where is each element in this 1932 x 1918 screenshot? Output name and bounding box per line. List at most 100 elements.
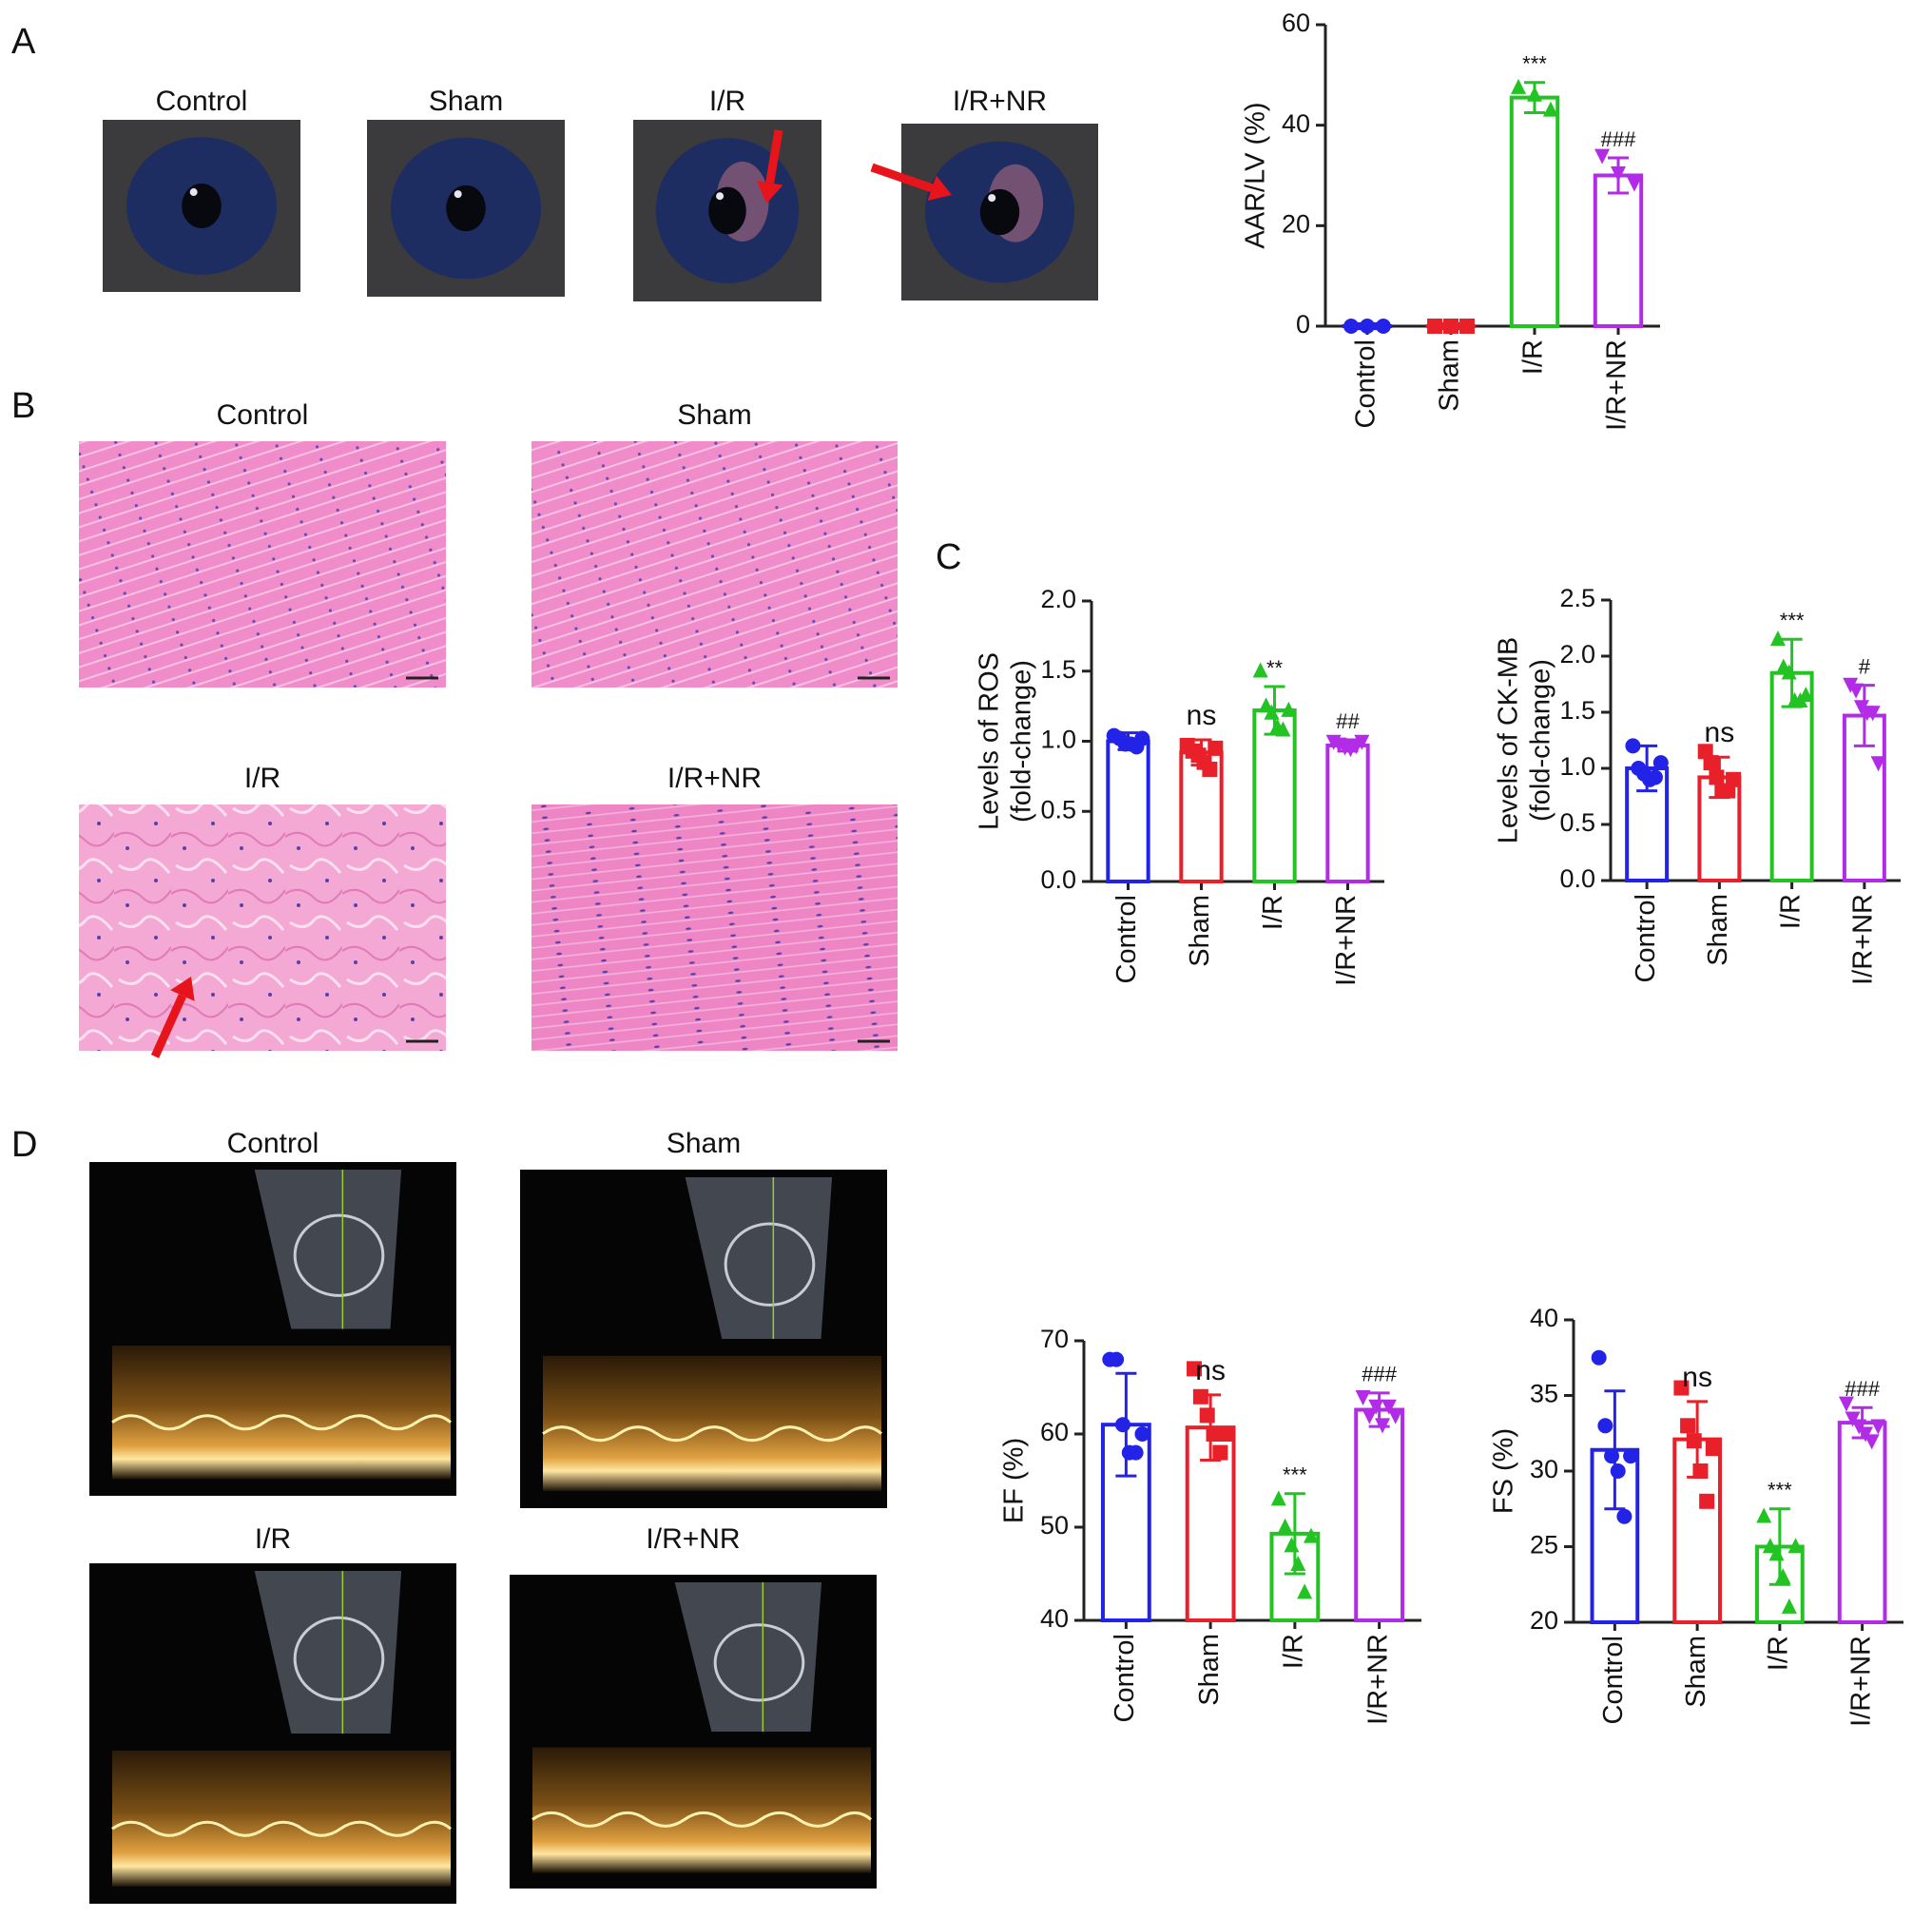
data-point bbox=[1297, 1583, 1312, 1598]
y-tick-label: 1.5 bbox=[1559, 696, 1595, 725]
y-axis-label: (fold-change) bbox=[1526, 659, 1556, 822]
significance-label: ns bbox=[1195, 1355, 1226, 1386]
m-mode bbox=[112, 1751, 451, 1887]
y-axis-label: (fold-change) bbox=[1007, 660, 1037, 823]
y-tick-label: 1.5 bbox=[1040, 655, 1076, 684]
x-tick-label: Control bbox=[1631, 894, 1661, 983]
data-point bbox=[1278, 1519, 1293, 1534]
y-tick-label: 70 bbox=[1040, 1325, 1069, 1353]
y-axis-label: AAR/LV (%) bbox=[1241, 102, 1271, 248]
data-point bbox=[1193, 1389, 1208, 1405]
image-caption: Control bbox=[217, 399, 309, 431]
image-caption: Sham bbox=[667, 1128, 741, 1159]
x-tick-label: I/R+NR bbox=[1331, 895, 1362, 986]
y-axis-label: Levels of ROS bbox=[975, 652, 1005, 830]
y-tick-label: 40 bbox=[1282, 109, 1310, 138]
x-tick-label: I/R+NR bbox=[1602, 339, 1633, 431]
data-point bbox=[1699, 1494, 1714, 1509]
bar bbox=[1108, 742, 1148, 882]
y-tick-label: 1.0 bbox=[1559, 752, 1595, 781]
data-point bbox=[1219, 1426, 1234, 1442]
y-axis-label: EF (%) bbox=[999, 1438, 1030, 1523]
significance-label: ns bbox=[1682, 1362, 1712, 1393]
x-tick-label: I/R+NR bbox=[1845, 1636, 1876, 1727]
lumen bbox=[446, 185, 486, 231]
data-point bbox=[1212, 1445, 1227, 1461]
data-point bbox=[1134, 1426, 1150, 1442]
x-tick-label: Sham bbox=[1185, 895, 1215, 967]
y-tick-label: 2.5 bbox=[1559, 584, 1595, 612]
data-point bbox=[1704, 755, 1719, 770]
x-tick-label: I/R+NR bbox=[1362, 1634, 1393, 1725]
data-point bbox=[1290, 1556, 1305, 1571]
x-tick-label: Sham bbox=[1681, 1636, 1711, 1708]
bar bbox=[1840, 1423, 1885, 1622]
bar bbox=[1327, 746, 1367, 882]
data-point bbox=[1443, 319, 1459, 334]
significance-label: ns bbox=[1187, 700, 1217, 731]
data-point bbox=[1129, 1445, 1144, 1461]
data-point bbox=[1687, 1433, 1702, 1448]
significance-label: ### bbox=[1601, 127, 1636, 151]
data-point bbox=[1597, 1418, 1613, 1433]
data-point bbox=[1356, 1390, 1371, 1405]
data-point bbox=[1692, 1463, 1708, 1479]
data-point bbox=[1625, 738, 1640, 753]
panel-label: C bbox=[936, 537, 961, 577]
image-caption: I/R+NR bbox=[646, 1523, 740, 1555]
data-point bbox=[1709, 769, 1724, 785]
x-tick-label: I/R bbox=[1258, 895, 1288, 930]
data-point bbox=[1134, 731, 1150, 746]
significance-label: ns bbox=[1705, 717, 1735, 748]
significance-label: ** bbox=[1266, 656, 1284, 680]
x-tick-label: Sham bbox=[1435, 339, 1465, 412]
image-caption: I/R bbox=[255, 1523, 291, 1555]
data-point bbox=[1208, 741, 1223, 756]
x-tick-label: I/R+NR bbox=[1848, 894, 1879, 985]
data-point bbox=[1115, 1417, 1130, 1432]
x-tick-label: I/R bbox=[1518, 339, 1549, 375]
x-tick-label: Control bbox=[1110, 1634, 1140, 1723]
image-caption: I/R bbox=[244, 763, 280, 794]
data-point bbox=[1109, 1352, 1124, 1367]
y-tick-label: 0 bbox=[1296, 310, 1310, 339]
data-point bbox=[1864, 1434, 1880, 1449]
data-point bbox=[1284, 1537, 1299, 1552]
data-point bbox=[1594, 149, 1610, 165]
highlight bbox=[190, 188, 198, 196]
y-tick-label: 40 bbox=[1530, 1304, 1558, 1332]
data-point bbox=[1360, 319, 1375, 334]
histology-image bbox=[79, 804, 446, 1051]
image-caption: I/R+NR bbox=[667, 763, 762, 794]
m-mode bbox=[532, 1748, 871, 1873]
data-point bbox=[1271, 1490, 1286, 1505]
y-tick-label: 20 bbox=[1282, 209, 1310, 238]
panel-label: B bbox=[11, 386, 35, 426]
panel-label: D bbox=[11, 1125, 37, 1165]
panel-label: A bbox=[11, 22, 36, 62]
image-caption: Control bbox=[156, 86, 248, 117]
bar bbox=[1595, 176, 1641, 327]
x-tick-label: Sham bbox=[1194, 1634, 1225, 1706]
y-tick-label: 50 bbox=[1040, 1511, 1069, 1540]
significance-label: *** bbox=[1780, 609, 1805, 632]
highlight bbox=[716, 192, 724, 200]
data-point bbox=[1616, 1509, 1632, 1524]
y-tick-label: 25 bbox=[1530, 1531, 1558, 1560]
data-point bbox=[1653, 755, 1669, 770]
histology-image bbox=[531, 441, 898, 688]
data-point bbox=[1782, 1598, 1797, 1614]
data-point bbox=[1511, 79, 1526, 94]
y-axis-label: Levels of CK-MB bbox=[1494, 637, 1524, 844]
significance-label: *** bbox=[1522, 52, 1547, 76]
data-point bbox=[1592, 1350, 1607, 1366]
y-tick-label: 1.0 bbox=[1040, 726, 1076, 754]
data-point bbox=[1680, 1418, 1695, 1433]
m-mode bbox=[543, 1356, 881, 1491]
highlight bbox=[988, 194, 995, 202]
data-point bbox=[1706, 1441, 1721, 1456]
data-point bbox=[1527, 87, 1542, 102]
x-tick-label: Control bbox=[1598, 1636, 1629, 1725]
significance-label: *** bbox=[1283, 1463, 1307, 1487]
